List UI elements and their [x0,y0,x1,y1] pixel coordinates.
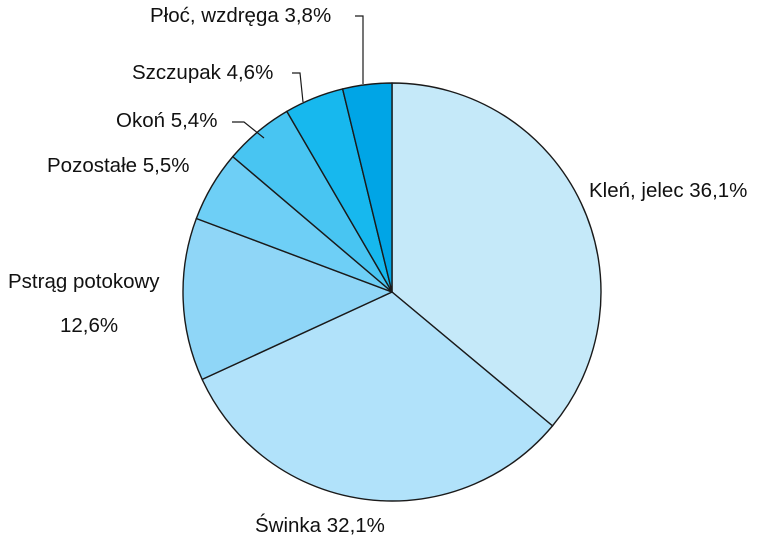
slice-label-swinka: Świnka 32,1% [255,513,385,537]
pie-slice-0 [391,82,602,427]
leader-line-szczupak [292,72,304,103]
slice-label-klen: Kleń, jelec 36,1% [589,179,747,202]
slice-label-pstrag-line2: 12,6% [60,314,118,337]
slice-label-ploc: Płoć, wzdręga 3,8% [150,4,331,27]
slice-labels: Kleń, jelec 36,1% Świnka 32,1% Pstrąg po… [8,4,747,537]
slice-label-szczupak: Szczupak 4,6% [132,61,273,84]
pie-slice-2 [182,217,393,381]
slice-label-pstrag-line1: Pstrąg potokowy [8,270,160,293]
slice-label-okon: Okoń 5,4% [116,109,217,132]
slice-label-pozostale: Pozostałe 5,5% [47,154,189,177]
pie-slice-6 [341,82,393,293]
leader-lines [232,15,364,139]
leader-line-okon [232,121,265,139]
pie-slices [182,82,602,502]
leader-line-ploc [355,15,364,84]
pie-slice-1 [201,291,554,502]
